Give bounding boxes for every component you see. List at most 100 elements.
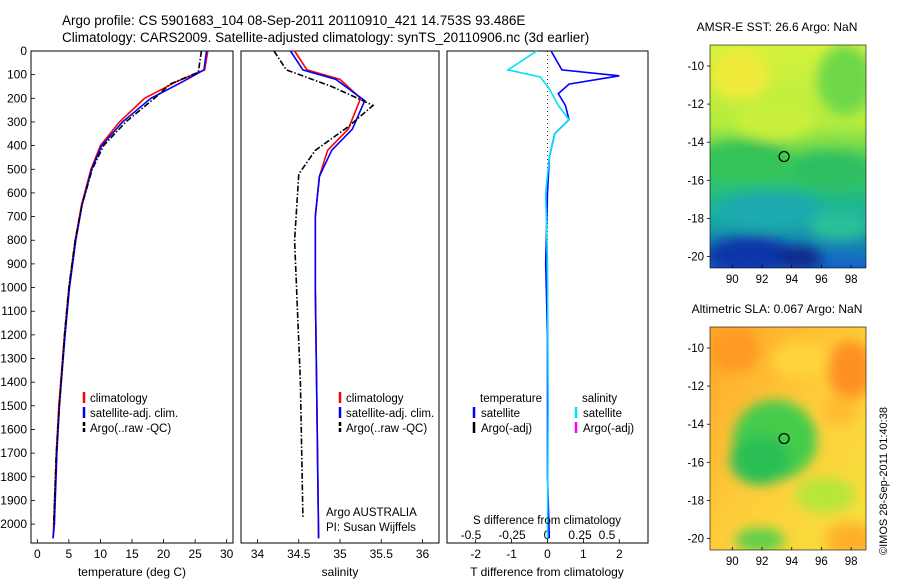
temperature-panel: 0100200300400500600700800900100011001200… bbox=[0, 44, 233, 579]
x-tick-label: 20 bbox=[157, 547, 171, 561]
map-y-tick-label: -12 bbox=[687, 381, 704, 393]
y-tick-label: 1500 bbox=[0, 399, 27, 413]
s-tick-label: -0.25 bbox=[498, 528, 526, 542]
x-tick-label: 35.5 bbox=[370, 547, 394, 561]
y-tick-label: 0 bbox=[20, 44, 27, 58]
y-tick-label: 500 bbox=[7, 162, 27, 176]
x-tick-label: 35 bbox=[333, 547, 347, 561]
salinity-x-axis: 34 34.5 35 35.5 36 bbox=[251, 539, 430, 561]
map-y-tick-label: -16 bbox=[687, 457, 704, 469]
imos-credit: ©IMOS 28-Sep-2011 01:40:38 bbox=[878, 407, 890, 555]
salinity-series bbox=[273, 50, 375, 539]
legend-label-2: Argo(..raw -QC) bbox=[90, 423, 171, 435]
x-tick-label: 36 bbox=[416, 547, 430, 561]
x-tick-label: -2 bbox=[470, 547, 481, 561]
x-tick-label: 10 bbox=[94, 547, 108, 561]
legend-temperature-header: temperature bbox=[480, 393, 542, 405]
x-tick-label: 1 bbox=[580, 547, 587, 561]
y-tick-label: 1300 bbox=[0, 352, 27, 366]
legend-label-2: Argo(..raw -QC) bbox=[346, 423, 427, 435]
map-x-tick-label: 98 bbox=[845, 274, 858, 286]
legend-salinity-header: salinity bbox=[582, 393, 617, 405]
map-y-tick-label: -20 bbox=[687, 252, 704, 264]
series-line-2 bbox=[52, 50, 203, 525]
y-tick-label: 2000 bbox=[0, 517, 27, 531]
depth-axis: 0 100 200 300 400 500 600 700 800 900 1000 1100 1200… bbox=[0, 44, 35, 531]
s-tick-label: 0.5 bbox=[599, 528, 616, 542]
sst-heatmap bbox=[710, 45, 866, 268]
map-x-tick-label: 94 bbox=[785, 556, 798, 568]
temperature-series bbox=[52, 50, 209, 539]
t-difference-xlabel: T difference from climatology bbox=[470, 565, 624, 579]
difference-legend: satellite Argo(-adj) satellite Argo(-adj) bbox=[472, 407, 634, 435]
map-x-tick-label: 96 bbox=[815, 556, 828, 568]
x-tick-label: 34.5 bbox=[287, 547, 311, 561]
temperature-xlabel: temperature (deg C) bbox=[78, 565, 186, 579]
legend-label-0: climatology bbox=[346, 393, 404, 405]
sla-map-title: Altimetric SLA: 0.067 Argo: NaN bbox=[692, 302, 863, 316]
s-tick-label: -0.5 bbox=[461, 528, 482, 542]
map-y-tick-label: -20 bbox=[687, 534, 704, 546]
salinity-panel: 34 34.5 35 35.5 36 salinity climatology satel… bbox=[240, 50, 440, 579]
y-tick-label: 200 bbox=[7, 91, 27, 105]
map-x-tick-label: 92 bbox=[756, 556, 769, 568]
legend-label-0: climatology bbox=[90, 393, 148, 405]
map-y-tick-label: -18 bbox=[687, 495, 704, 507]
s-difference-xlabel: S difference from climatology bbox=[473, 515, 621, 527]
title-line-2: Climatology: CARS2009. Satellite-adjuste… bbox=[62, 30, 590, 45]
x-tick-label: 25 bbox=[188, 547, 202, 561]
sst-map-panel: AMSR-E SST: 26.6 Argo: NaN 90 92 94 96 98 -10… bbox=[687, 20, 867, 286]
sla-map-axes: 90 92 94 96 98 -10 -12 -14 -16 -18 -20 bbox=[687, 343, 857, 568]
y-tick-label: 100 bbox=[7, 68, 27, 82]
y-tick-label: 1900 bbox=[0, 493, 27, 507]
legend-label-1: Argo(-adj) bbox=[481, 423, 532, 435]
map-x-tick-label: 96 bbox=[815, 274, 828, 286]
salinity-xlabel: salinity bbox=[322, 565, 359, 579]
series-line-2 bbox=[273, 50, 375, 518]
salinity-axes-frame bbox=[240, 50, 440, 544]
map-y-tick-label: -14 bbox=[687, 419, 704, 431]
argo-pi-annotation: PI: Susan Wijffels bbox=[326, 522, 416, 534]
y-tick-label: 300 bbox=[7, 115, 27, 129]
legend-label-1: satellite-adj. clim. bbox=[346, 408, 434, 420]
t-difference-x-axis: -2 -1 0 1 2 bbox=[470, 539, 623, 561]
sla-argo-position-marker bbox=[778, 432, 790, 445]
y-tick-label: 1200 bbox=[0, 328, 27, 342]
sla-map-panel: Altimetric SLA: 0.067 Argo: NaN 90 92 94 96… bbox=[687, 302, 867, 568]
y-tick-label: 700 bbox=[7, 210, 27, 224]
salinity-legend: climatology satellite-adj. clim. Argo(..ra… bbox=[338, 392, 434, 435]
y-tick-label: 600 bbox=[7, 186, 27, 200]
x-tick-label: 5 bbox=[66, 547, 73, 561]
sst-map-frame bbox=[709, 44, 867, 269]
series-line-1 bbox=[289, 50, 366, 539]
x-tick-label: 0 bbox=[544, 547, 551, 561]
title-line-1: Argo profile: CS 5901683_104 08-Sep-2011… bbox=[62, 13, 526, 28]
series-line-1 bbox=[505, 50, 571, 539]
sla-map-frame bbox=[709, 326, 867, 551]
temperature-x-axis: 0 5 10 15 20 25 30 bbox=[34, 539, 234, 561]
difference-series bbox=[505, 50, 620, 539]
y-tick-label: 1000 bbox=[0, 281, 27, 295]
s-tick-label: 0.25 bbox=[568, 528, 592, 542]
sst-map-title: AMSR-E SST: 26.6 Argo: NaN bbox=[697, 20, 858, 34]
x-tick-label: -1 bbox=[506, 547, 517, 561]
x-tick-label: 15 bbox=[125, 547, 139, 561]
temperature-legend: climatology satellite-adj. clim. Argo(..ra… bbox=[82, 392, 178, 435]
y-tick-label: 900 bbox=[7, 257, 27, 271]
x-tick-label: 0 bbox=[34, 547, 41, 561]
difference-panel: -2 -1 0 1 2 -0.5 -0.25 0 0.25 0.5 S difference f… bbox=[446, 50, 649, 579]
y-tick-label: 1800 bbox=[0, 470, 27, 484]
map-y-tick-label: -12 bbox=[687, 99, 704, 111]
y-tick-label: 800 bbox=[7, 233, 27, 247]
y-tick-label: 1700 bbox=[0, 446, 27, 460]
sst-argo-position-marker bbox=[778, 150, 790, 163]
map-x-tick-label: 90 bbox=[726, 556, 739, 568]
x-tick-label: 34 bbox=[251, 547, 265, 561]
y-tick-label: 1600 bbox=[0, 422, 27, 436]
legend-label-3: Argo(-adj) bbox=[583, 423, 634, 435]
temperature-axes-frame bbox=[30, 50, 234, 544]
y-tick-label: 400 bbox=[7, 139, 27, 153]
map-x-tick-label: 90 bbox=[726, 274, 739, 286]
map-y-tick-label: -18 bbox=[687, 213, 704, 225]
